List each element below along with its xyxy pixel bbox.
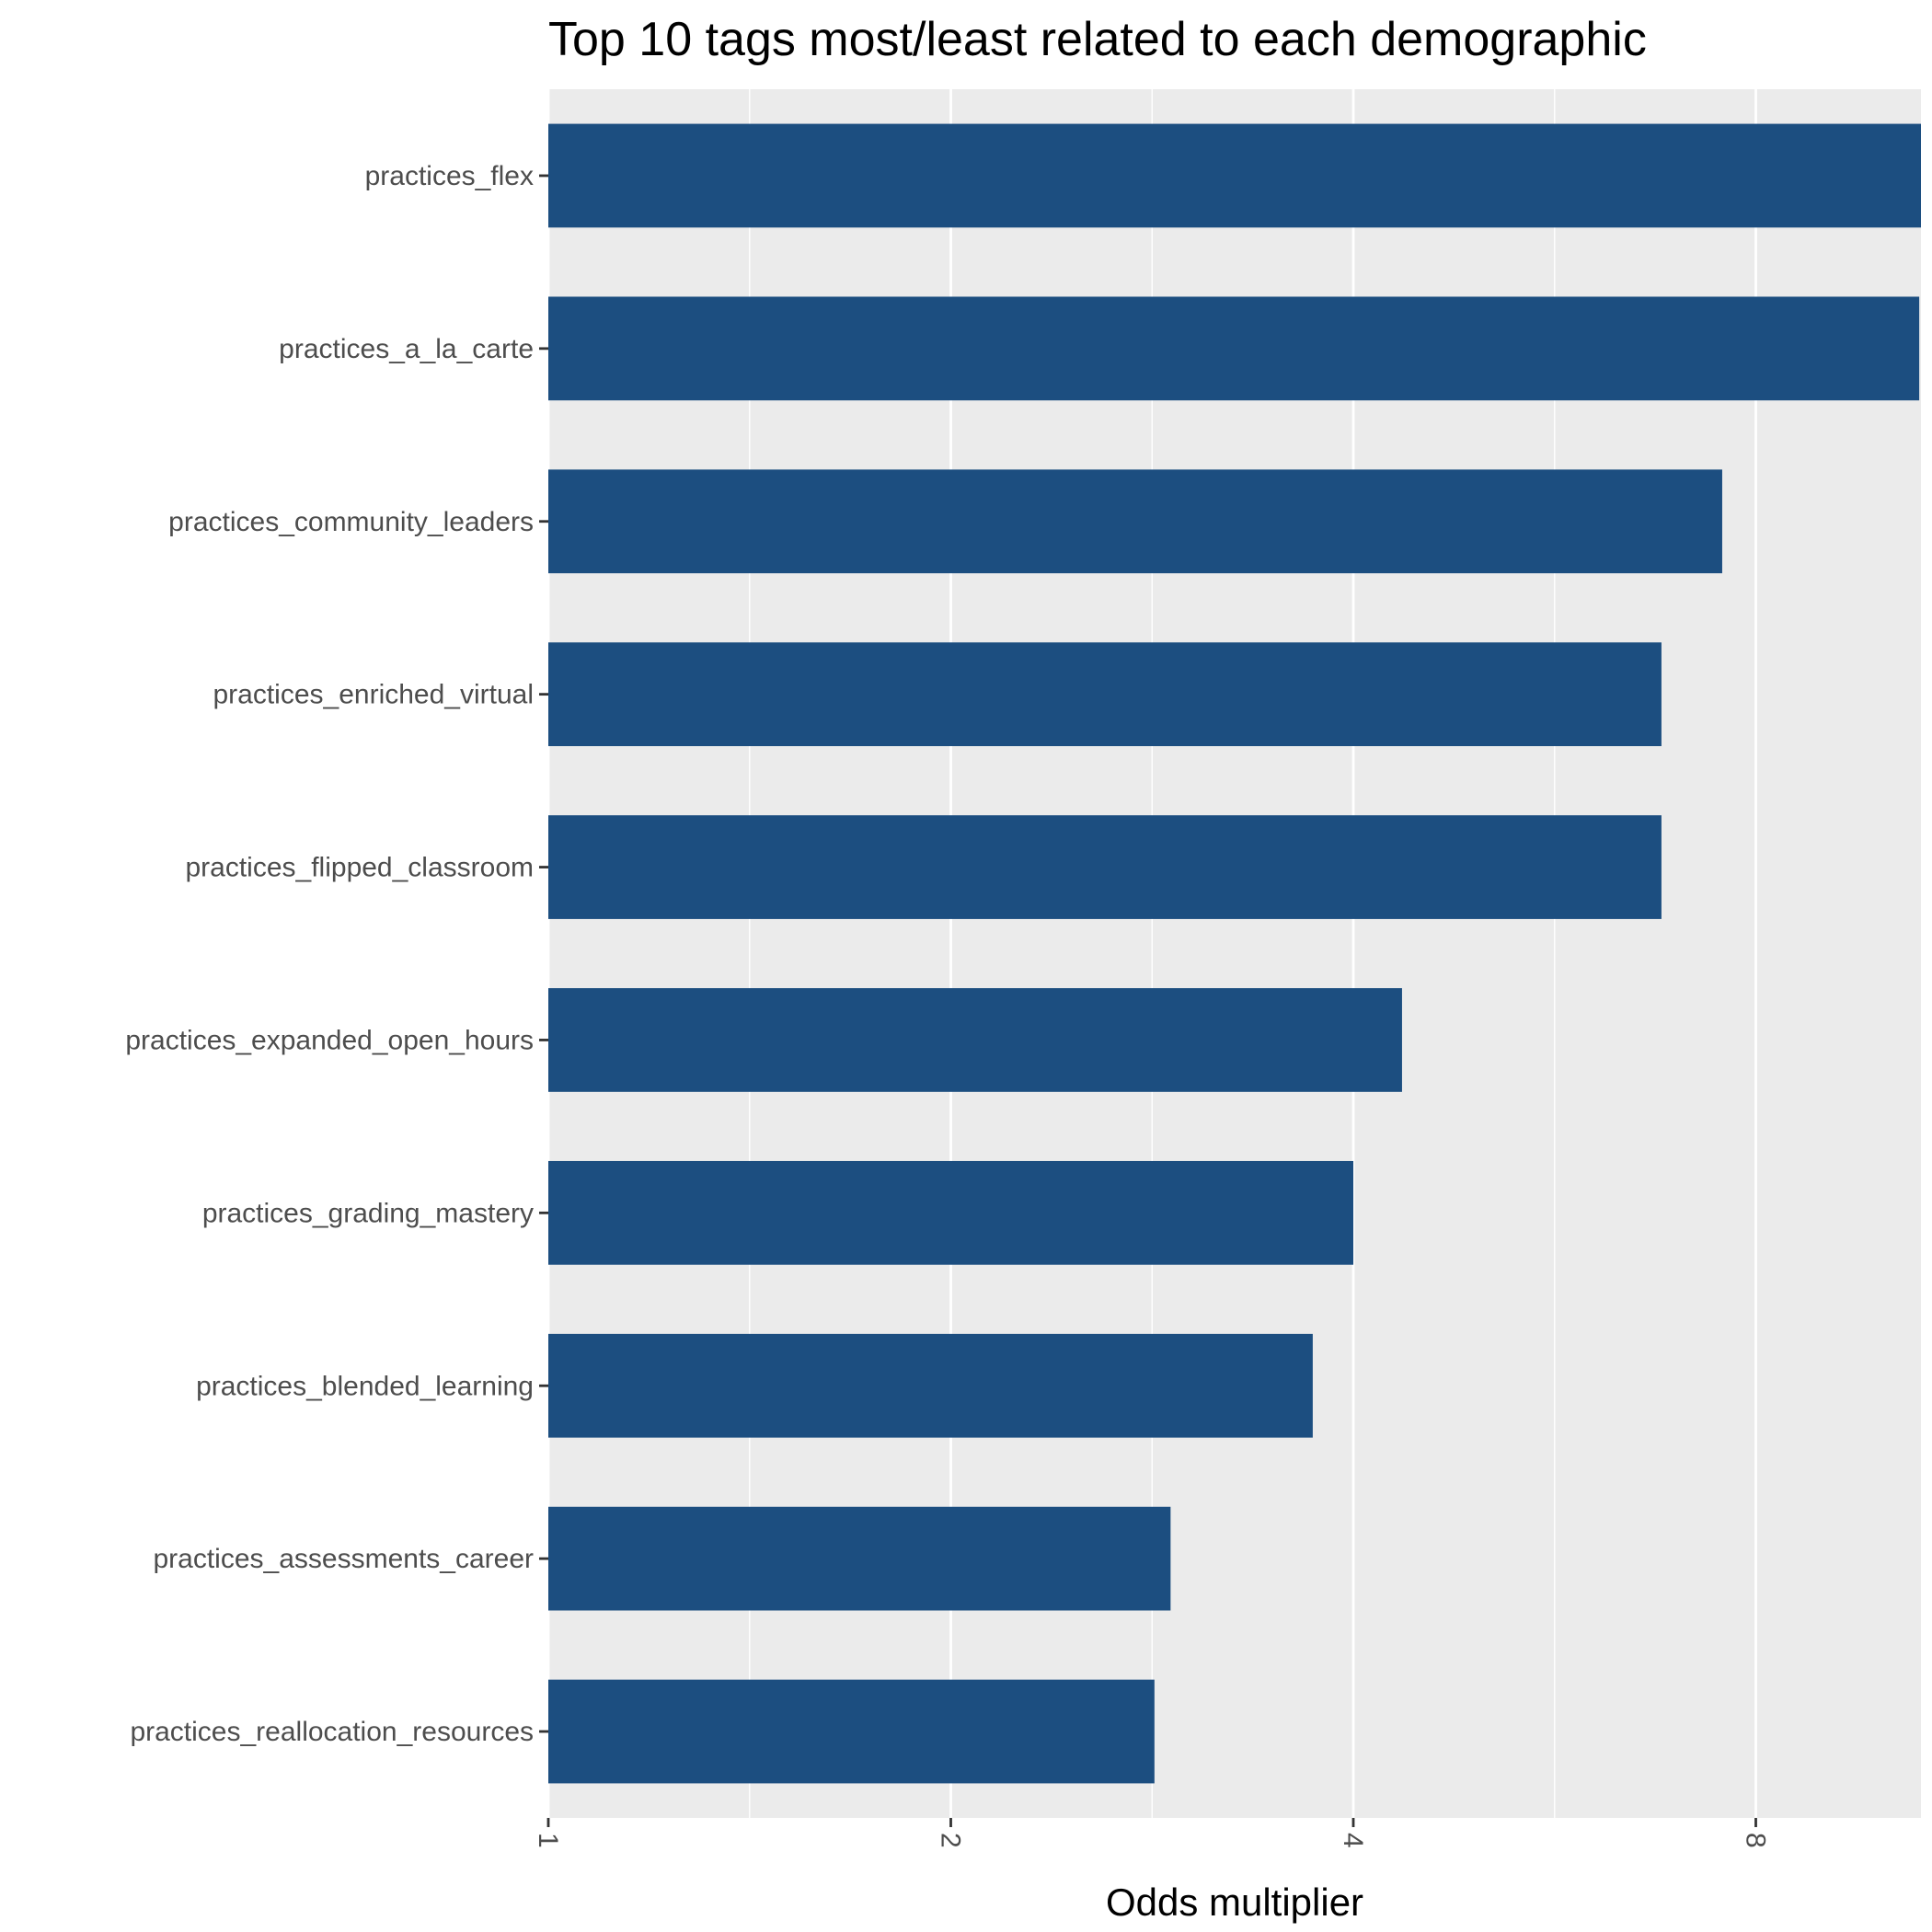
- y-tick-label: practices_flipped_classroom: [185, 853, 534, 883]
- bar-practices_expanded_open_hours: [548, 988, 1402, 1092]
- bar-practices_blended_learning: [548, 1333, 1313, 1438]
- chart-title: Top 10 tags most/least related to each d…: [548, 13, 1647, 66]
- y-tick-label: practices_enriched_virtual: [213, 680, 534, 710]
- y-tick-label: practices_blended_learning: [196, 1371, 534, 1401]
- y-tick-label: practices_assessments_career: [153, 1544, 534, 1574]
- bar-practices_community_leaders: [548, 469, 1722, 574]
- bar-practices_a_la_carte: [548, 296, 1920, 401]
- bar-practices_flipped_classroom: [548, 815, 1662, 919]
- x-axis: 1 2 4 8: [533, 1818, 1771, 1848]
- bars: [548, 123, 1921, 1784]
- x-tick-label: 1: [533, 1833, 563, 1848]
- y-tick-label: practices_expanded_open_hours: [125, 1025, 534, 1055]
- bar-practices_grading_mastery: [548, 1160, 1353, 1265]
- y-axis: practices_flex practices_a_la_cartepracti…: [125, 161, 548, 1747]
- x-axis-title: Odds multiplier: [1106, 1880, 1363, 1924]
- x-tick-label: 8: [1741, 1833, 1771, 1848]
- bar-practices_flex: [548, 123, 1921, 228]
- x-tick-label: 4: [1338, 1833, 1368, 1848]
- y-tick-label: practices_community_leaders: [168, 507, 534, 537]
- y-tick-label: practices_reallocation_resources: [130, 1717, 534, 1747]
- x-tick-label: 2: [936, 1833, 966, 1848]
- y-tick-label: practices_flex: [365, 161, 534, 191]
- bar-practices_enriched_virtual: [548, 642, 1662, 747]
- bar-practices_reallocation_resources: [548, 1679, 1155, 1784]
- y-tick-label: practices_a_la_carte: [279, 334, 534, 364]
- y-tick-label: practices_grading_mastery: [202, 1198, 534, 1228]
- bar-practices_assessments_career: [548, 1506, 1171, 1611]
